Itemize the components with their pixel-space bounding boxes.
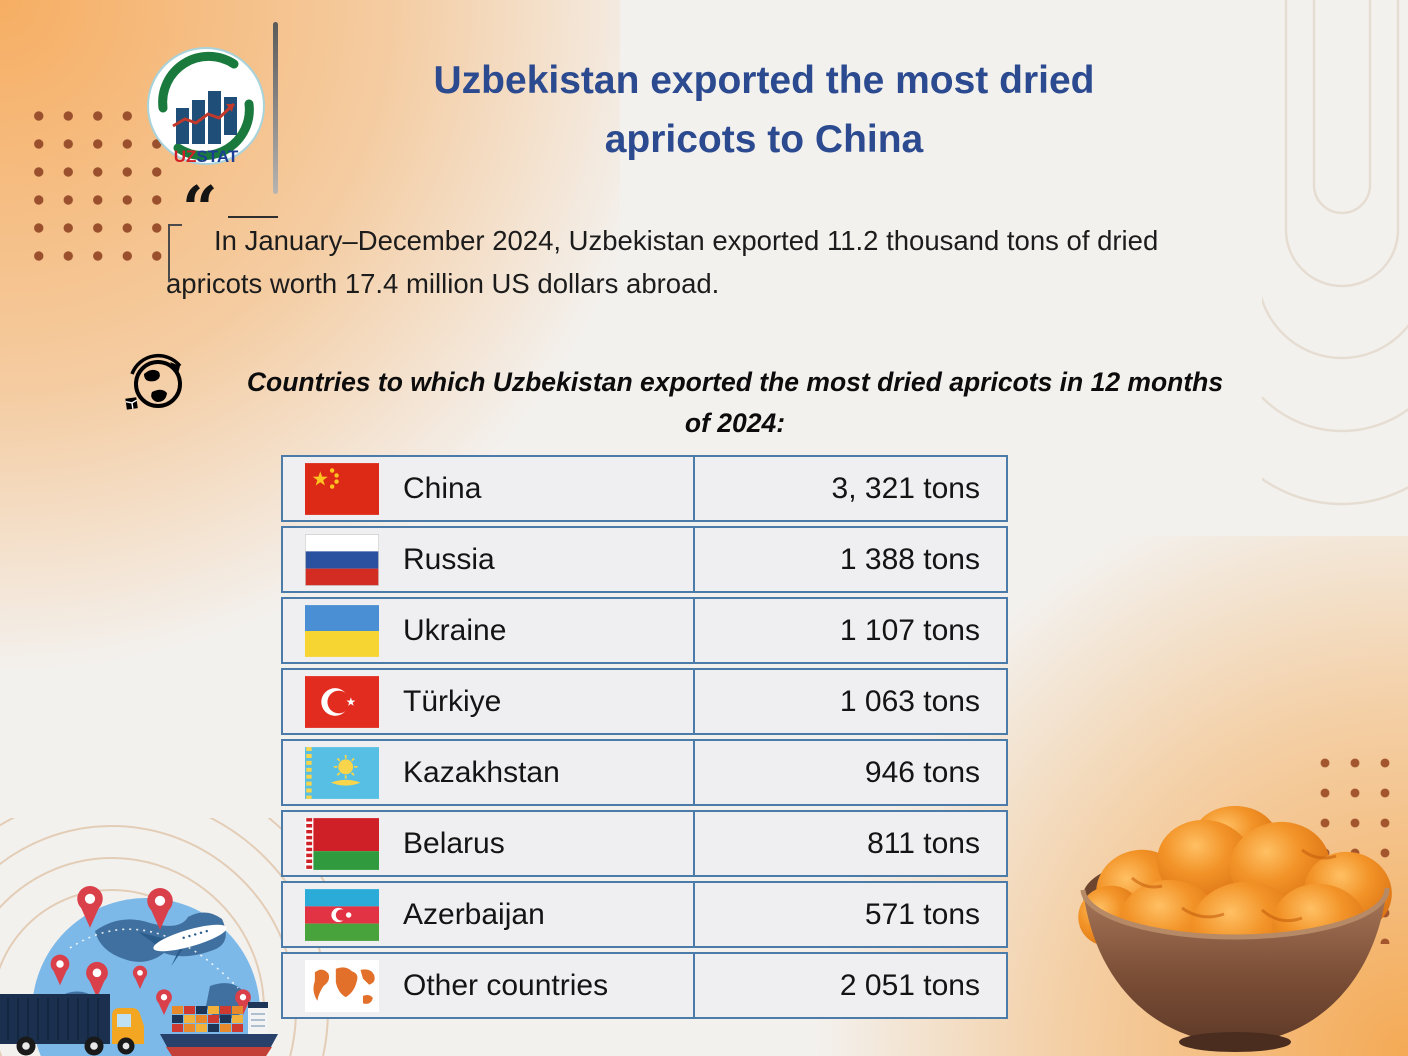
country-cell: Azerbaijan [283,883,695,946]
export-table: China 3, 321 tons Russia 1 388 tons Ukra… [281,455,1008,1019]
quote-block: “ In January–December 2024, Uzbekistan e… [166,178,1276,305]
table-row-belarus: Belarus 811 tons [281,810,1008,877]
svg-text:UZSTAT: UZSTAT [174,147,239,166]
quote-line-2: apricots worth 17.4 million US dollars a… [166,267,720,299]
country-name: Other countries [403,968,609,1002]
arc-pattern-top-right [1262,0,1408,506]
country-name: Azerbaijan [403,897,545,931]
title-line-2: apricots to China [604,117,924,161]
logistics-illustration [0,886,278,1056]
value-cell: 1 388 tons [839,542,980,576]
dried-apricots-image [1078,806,1392,1052]
header-divider [273,22,278,194]
quote-text: In January–December 2024, Uzbekistan exp… [166,194,1276,305]
table-row-ukraine: Ukraine 1 107 tons [281,597,1008,664]
country-name: Belarus [403,826,505,860]
world-map-icon [305,959,379,1012]
country-cell: Belarus [283,812,695,875]
value-cell: 1 063 tons [839,684,980,718]
table-row-turkiye: Türkiye 1 063 tons [281,668,1008,735]
flag-turkiye-icon [305,675,379,728]
country-name: Russia [403,542,495,576]
quote-rule [228,216,278,218]
cargo-ship [160,1002,278,1056]
quote-line-1: In January–December 2024, Uzbekistan exp… [214,225,1159,256]
country-name: China [403,471,482,505]
flag-kazakhstan-icon [305,746,379,799]
table-row-other-countries: Other countries 2 051 tons [281,952,1008,1019]
map-pins [50,886,251,1016]
country-cell: Ukraine [283,599,695,662]
subtitle-line-2: of 2024: [684,408,786,439]
table-row-china: China 3, 321 tons [281,455,1008,522]
table-row-azerbaijan: Azerbaijan 571 tons [281,881,1008,948]
flag-china-icon [305,462,379,515]
value-cell: 946 tons [864,755,980,789]
flag-azerbaijan-icon [305,888,379,941]
country-name: Türkiye [403,684,502,718]
value-cell: 2 051 tons [839,968,980,1002]
value-cell: 3, 321 tons [831,471,980,505]
uzstat-logo: UZSTAT [147,47,265,166]
value-cell: 811 tons [867,826,980,860]
value-cell: 1 107 tons [839,613,980,647]
table-row-russia: Russia 1 388 tons [281,526,1008,593]
country-cell: Russia [283,528,695,591]
section-subtitle: Countries to which Uzbekistan exported t… [180,362,1290,444]
country-cell: Other countries [283,954,695,1017]
flag-russia-icon [305,533,379,586]
country-name: Ukraine [403,613,507,647]
page-title: Uzbekistan exported the most dried apric… [354,52,1174,169]
truck [0,994,144,1056]
country-cell: Türkiye [283,670,695,733]
dot-grid-top-left [22,100,172,266]
title-line-1: Uzbekistan exported the most dried [433,59,1095,102]
subtitle-line-1: Countries to which Uzbekistan exported t… [246,367,1224,397]
country-name: Kazakhstan [403,755,560,789]
country-cell: China [283,457,695,520]
country-cell: Kazakhstan [283,741,695,804]
table-row-kazakhstan: Kazakhstan 946 tons [281,739,1008,806]
quote-icon: “ [182,172,218,245]
quote-bracket-line [168,224,182,282]
flag-belarus-icon [305,817,379,870]
flag-ukraine-icon [305,604,379,657]
value-cell: 571 tons [864,897,980,931]
globe-icon [116,350,192,421]
